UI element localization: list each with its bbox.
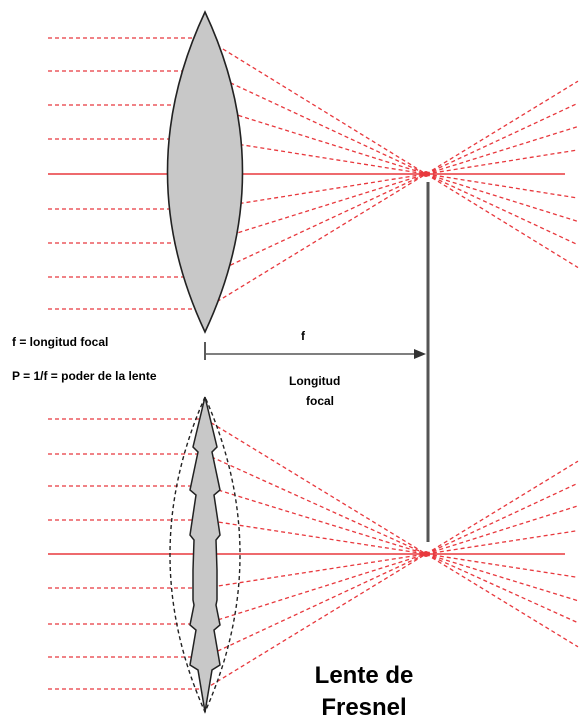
refracted-ray — [204, 173, 427, 244]
diverging-ray — [425, 553, 579, 624]
focal-length-symbol: f — [301, 329, 305, 343]
diverging-ray — [425, 505, 579, 555]
diverging-ray — [425, 125, 579, 175]
diverging-ray — [425, 553, 579, 602]
fresnel-title-line2: Fresnel — [321, 694, 407, 721]
refracted-ray — [204, 104, 427, 175]
refracted-ray — [204, 173, 427, 278]
refracted-ray — [204, 485, 427, 555]
diverging-ray — [425, 102, 579, 175]
fresnel-lens-rays — [48, 418, 579, 690]
focal-point — [423, 551, 429, 557]
focal-length-caption-line2: focal — [306, 394, 335, 408]
refracted-ray — [204, 553, 427, 625]
diverging-ray — [425, 529, 579, 555]
refracted-ray — [204, 70, 427, 175]
fresnel-title-line1: Lente de — [314, 662, 414, 689]
focal-point — [423, 171, 429, 177]
refracted-ray — [204, 553, 427, 589]
diverging-ray — [425, 553, 579, 648]
diverging-ray — [425, 149, 579, 175]
diverging-ray — [425, 80, 579, 175]
refracted-ray — [204, 519, 427, 555]
fresnel-lens — [189, 396, 221, 713]
diverging-ray — [425, 553, 579, 579]
refracted-ray — [204, 418, 427, 555]
convex-lens-rays — [48, 37, 579, 310]
diverging-ray — [425, 173, 579, 269]
diverging-ray — [425, 173, 579, 199]
refracted-ray — [204, 553, 427, 690]
diverging-ray — [425, 173, 579, 223]
diverging-ray — [425, 482, 579, 555]
refracted-ray — [204, 553, 427, 658]
diverging-ray — [425, 460, 579, 555]
refracted-ray — [204, 37, 427, 175]
diverging-ray — [425, 173, 579, 246]
focal-arrow-head — [414, 349, 426, 359]
refracted-ray — [204, 453, 427, 555]
lens-power-definition: P = 1/f = poder de la lente — [12, 369, 157, 383]
convex-lens — [166, 10, 244, 334]
focal-length-definition: f = longitud focal — [12, 335, 109, 349]
focal-length-caption-line1: Longitud — [289, 374, 341, 388]
refracted-ray — [204, 173, 427, 310]
